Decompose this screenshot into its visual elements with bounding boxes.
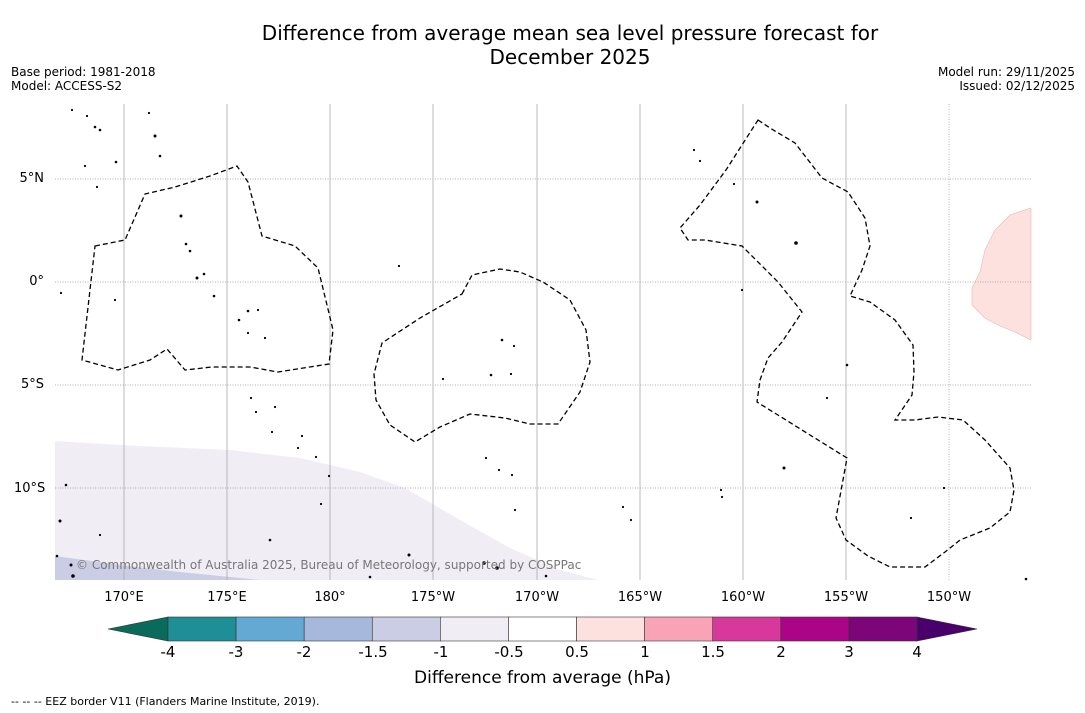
cb-tick: 1 [640, 643, 650, 661]
title-line-2: December 2025 [489, 45, 651, 69]
cb-tick: 2 [776, 643, 786, 661]
colorbar-bin [780, 616, 850, 642]
lon-label-170w: 170°W [514, 590, 560, 605]
eez-border-kiribati-gilberts [81, 165, 334, 373]
colorbar-over-arrow [916, 616, 978, 642]
eez-border-kiribati-line [679, 119, 1015, 568]
lon-label-180: 180° [314, 590, 346, 605]
colorbar-bin [644, 616, 714, 642]
colorbar-bin [440, 616, 509, 642]
lon-label-175e: 175°E [207, 590, 247, 605]
colorbar-bin [508, 616, 577, 642]
lon-label-160w: 160°W [720, 590, 766, 605]
map-title: Difference from average mean sea level p… [0, 21, 1085, 69]
colorbar-bin [576, 616, 645, 642]
cb-tick: -4 [160, 643, 176, 661]
cb-tick: 0.5 [565, 643, 589, 661]
cb-tick: -1.5 [358, 643, 388, 661]
issued-date: Issued: 02/12/2025 [959, 79, 1075, 93]
cb-tick: -1 [433, 643, 449, 661]
map-credit: © Commonwealth of Australia 2025, Bureau… [76, 558, 582, 572]
eez-legend-footer: -- -- -- EEZ border V11 (Flanders Marine… [11, 695, 320, 708]
lon-label-150w: 150°W [926, 590, 972, 605]
lat-label-0: 0° [29, 274, 44, 289]
cb-tick: -0.5 [494, 643, 524, 661]
eez-border-kiribati-phoenix [373, 268, 591, 443]
grid-lines [55, 178, 1031, 489]
colorbar-bin [371, 616, 441, 642]
anomaly-area-light-lavender [55, 441, 598, 580]
colorbar-bin [848, 616, 918, 642]
colorbar-bin [303, 616, 373, 642]
colorbar-bins [167, 616, 918, 642]
lat-label-5s: 5°S [20, 377, 44, 392]
cb-tick: 3 [844, 643, 854, 661]
meta-right: Model run: 29/11/2025 Issued: 02/12/2025 [938, 65, 1075, 93]
lat-label-5n: 5°N [19, 171, 45, 186]
lat-label-10s: 10°S [14, 481, 46, 496]
colorbar-bin [712, 616, 782, 642]
model-name: Model: ACCESS-S2 [11, 79, 123, 93]
cb-tick: -3 [228, 643, 244, 661]
lon-label-175w: 175°W [410, 590, 456, 605]
cb-tick: -2 [296, 643, 312, 661]
cb-tick: 1.5 [701, 643, 725, 661]
eez-borders [81, 119, 1015, 568]
colorbar-bin [167, 616, 237, 642]
colorbar-under-arrow [107, 616, 169, 642]
lon-label-155w: 155°W [823, 590, 869, 605]
colorbar-title: Difference from average (hPa) [414, 668, 671, 688]
meta-left: Base period: 1981-2018 Model: ACCESS-S2 [11, 65, 156, 93]
islands [55, 108, 1028, 581]
model-run: Model run: 29/11/2025 [937, 65, 1075, 79]
base-period: Base period: 1981-2018 [11, 65, 156, 79]
title-line-1: Difference from average mean sea level p… [261, 21, 879, 45]
meridian-lines [123, 104, 950, 580]
lon-label-170e: 170°E [104, 590, 144, 605]
anomaly-area-pink [971, 207, 1032, 341]
lon-label-165w: 165°W [617, 590, 663, 605]
colorbar-bin [235, 616, 305, 642]
cb-tick: 4 [912, 643, 922, 661]
anomaly-area-lavender [55, 556, 260, 580]
